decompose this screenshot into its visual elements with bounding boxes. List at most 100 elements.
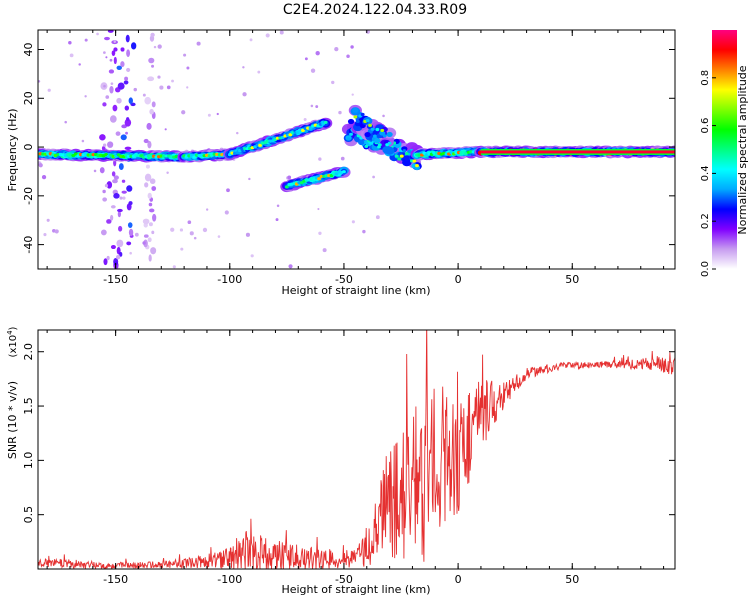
spectrogram-noise-dot bbox=[113, 257, 119, 266]
spectrogram-noise-column bbox=[142, 32, 157, 262]
spectrogram-noise-dot bbox=[118, 163, 124, 170]
spectrogram-noise-dot bbox=[180, 247, 184, 251]
spectrogram-noise-dot bbox=[78, 63, 81, 66]
snr-x-tick-label: -50 bbox=[335, 573, 353, 586]
spectrogram-noise-dot bbox=[111, 50, 116, 57]
spectrogram-noise-dot bbox=[109, 115, 117, 123]
spectrogram-noise-dot bbox=[144, 182, 149, 188]
spectrogram-noise-dot bbox=[249, 38, 253, 42]
spectrogram-noise-dot bbox=[217, 235, 221, 238]
spectrogram-noise-dot bbox=[110, 205, 116, 209]
spectrogram-noise-dot bbox=[242, 92, 247, 97]
colorbar-tick-label: 0.4 bbox=[700, 165, 711, 181]
spectrogram-noise-dot bbox=[147, 192, 152, 199]
spectrogram-noise-dot bbox=[157, 75, 161, 79]
spectrogram-noise-dot bbox=[122, 196, 126, 200]
spectrogram-noise-dot bbox=[196, 41, 201, 46]
spectrogram-noise-dot bbox=[166, 85, 171, 90]
spectrogram-noise-dot bbox=[124, 146, 132, 150]
spectrogram-noise-dot bbox=[144, 96, 152, 105]
spectrogram-noise-dot bbox=[153, 45, 157, 49]
spectrogram-noise-dot bbox=[131, 42, 137, 50]
spectrogram-noise-dot bbox=[275, 218, 279, 222]
spectrogram-noise-dot bbox=[113, 40, 117, 44]
spectrogram-blob bbox=[402, 158, 412, 167]
spectrogram-x-tick-label: 0 bbox=[455, 273, 462, 286]
spectrogram-noise-dot bbox=[119, 251, 123, 257]
spectrogram-noise-dot bbox=[124, 118, 132, 127]
spectrogram-blob bbox=[235, 151, 240, 155]
spectrogram-noise-dot bbox=[143, 138, 149, 144]
spectrogram-blob bbox=[374, 138, 381, 144]
spectrogram-noise-dot bbox=[318, 157, 322, 161]
colorbar-tick-label: 0.6 bbox=[700, 118, 711, 134]
spectrogram-noise-dot bbox=[100, 229, 107, 236]
spectrogram-noise-dot bbox=[116, 239, 124, 248]
spectrogram-noise-dot bbox=[148, 202, 153, 207]
spectrogram-segment bbox=[38, 148, 191, 163]
spectrogram-noise-dot bbox=[224, 210, 229, 215]
spectrogram-noise-dot bbox=[276, 204, 280, 208]
spectrogram-noise-dot bbox=[362, 229, 366, 234]
spectrogram-blob bbox=[301, 128, 305, 133]
spectrogram-blob bbox=[284, 185, 289, 189]
spectrogram-blob bbox=[355, 119, 360, 123]
spectrogram-noise-dot bbox=[148, 222, 153, 227]
snr-scale-exponent: 4 bbox=[6, 330, 14, 335]
spectrogram-noise-dot bbox=[143, 234, 149, 238]
spectrogram-noise-dot bbox=[170, 227, 175, 232]
spectrogram-blob bbox=[317, 177, 322, 181]
spectrogram-blob bbox=[365, 118, 370, 123]
spectrogram-y-tick-label: -40 bbox=[22, 236, 35, 254]
chart-title: C2E4.2024.122.04.33.R09 bbox=[282, 2, 468, 18]
spectrogram-noise-dot bbox=[338, 110, 342, 115]
spectrogram-blob bbox=[394, 154, 399, 158]
spectrogram-noise-dot bbox=[113, 47, 118, 52]
spectrogram-noise-dot bbox=[125, 34, 130, 43]
spectrogram-noise-dot bbox=[38, 163, 43, 168]
spectrogram-y-tick-label: -20 bbox=[22, 187, 35, 205]
spectrogram-noise-dot bbox=[340, 156, 345, 161]
spectrogram-noise-dot bbox=[189, 231, 194, 236]
spectrogram-noise-dot bbox=[181, 110, 186, 115]
snr-x-tick-label: -100 bbox=[217, 573, 242, 586]
spectrogram-noise-dot bbox=[84, 38, 88, 42]
spectrogram-noise-dot bbox=[149, 178, 156, 185]
spectrogram-y-axis: -40 -20 0 20 40 bbox=[22, 43, 675, 254]
spectrogram-noise-dot bbox=[142, 218, 150, 225]
spectrogram-noise-dot bbox=[134, 232, 139, 237]
spectrogram-noise-dot bbox=[116, 65, 122, 70]
spectrogram-blob bbox=[354, 121, 361, 127]
spectrogram-noise-dot bbox=[69, 53, 74, 58]
spectrogram-noise-dot bbox=[99, 134, 106, 141]
spectrogram-noise-dot bbox=[151, 230, 155, 235]
spectrogram-noise-dot bbox=[142, 241, 146, 245]
spectrogram-noise-dot bbox=[119, 196, 123, 200]
spectrogram-blob bbox=[288, 133, 293, 137]
spectrogram-noise-dot bbox=[248, 177, 251, 181]
snr-scale-suffix: ) bbox=[8, 326, 19, 330]
spectrogram-noise-dot bbox=[81, 139, 85, 143]
spectrogram-steady-band bbox=[480, 148, 675, 155]
spectrogram-x-label: Height of straight line (km) bbox=[281, 284, 430, 297]
spectrogram-noise-dot bbox=[146, 122, 152, 130]
spectrogram-noise-dot bbox=[128, 97, 133, 105]
spectrogram-noise-dot bbox=[106, 181, 113, 189]
spectrogram-noise-dot bbox=[120, 47, 125, 52]
spectrogram-noise-dot bbox=[121, 190, 127, 194]
colorbar: 0.0 0.2 0.4 0.6 0.8 Normalized spectral ampl… bbox=[700, 30, 749, 277]
spectrogram-noise-dot bbox=[265, 33, 270, 38]
snr-y-label: SNR (10 * v/v) bbox=[6, 381, 19, 459]
spectrogram-noise-dot bbox=[124, 76, 129, 81]
snr-scale-prefix: (x10 bbox=[8, 335, 19, 358]
spectrogram-blob bbox=[323, 120, 328, 124]
spectrogram-blob bbox=[370, 127, 375, 131]
spectrogram-blob bbox=[399, 154, 404, 158]
spectrogram-noise-dot bbox=[115, 255, 121, 260]
snr-y-tick-label: 0.5 bbox=[22, 506, 35, 524]
spectrogram-noise-dot bbox=[99, 167, 105, 174]
spectrogram-noise-dot bbox=[315, 105, 319, 108]
spectrogram-noise-dot bbox=[287, 175, 292, 180]
spectrogram-noise-dot bbox=[279, 30, 284, 35]
